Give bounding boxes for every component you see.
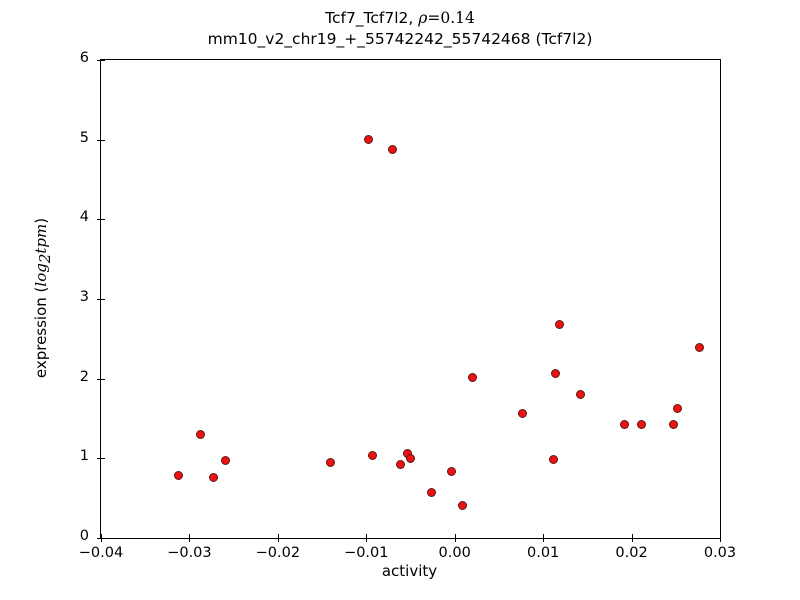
y-axis-tick-label: 2 [79, 368, 89, 385]
x-axis-tick-inner [631, 534, 633, 538]
y-axis-tick-label: 1 [79, 448, 89, 465]
x-axis-tick-inner [543, 534, 545, 538]
y-axis-tick-inner [101, 139, 105, 141]
x-axis-tick [720, 538, 721, 542]
y-axis-label-math-base: log [32, 263, 50, 287]
chart-title-line-2: mm10_v2_chr19_+_55742242_55742468 (Tcf7l… [207, 30, 593, 48]
data-point [221, 456, 231, 466]
y-axis-label-math-sub: 2 [36, 253, 55, 264]
x-axis-label: activity [381, 562, 438, 580]
y-axis-tick-inner [101, 378, 105, 380]
x-axis-tick-label: 0.00 [438, 545, 471, 561]
y-axis-tick [97, 299, 101, 300]
data-plot-area [101, 60, 720, 538]
data-point [208, 472, 218, 482]
y-axis-tick-label: 0 [79, 528, 89, 544]
data-point [174, 470, 184, 480]
y-axis-tick-inner [101, 299, 105, 300]
data-point [575, 390, 585, 400]
x-axis-tick-inner [720, 534, 721, 538]
x-axis-tick-inner [366, 534, 368, 538]
data-point [467, 373, 477, 383]
x-axis-tick-label: −0.03 [167, 545, 212, 561]
data-point [388, 144, 398, 154]
y-axis-tick-inner [101, 538, 105, 539]
data-point [673, 404, 683, 414]
data-point [458, 500, 468, 510]
x-axis-tick [101, 538, 102, 542]
data-point [195, 429, 205, 439]
data-point [396, 460, 406, 470]
x-axis-tick [543, 538, 545, 542]
data-point [518, 409, 528, 419]
x-axis-tick [366, 538, 368, 542]
y-axis-tick [97, 458, 101, 460]
y-axis-tick [97, 60, 101, 61]
x-axis-tick-inner [277, 534, 279, 538]
x-axis-tick-label: −0.04 [78, 545, 124, 561]
data-point [427, 488, 437, 498]
x-axis-tick-label: 0.02 [615, 545, 648, 561]
x-axis-tick [454, 538, 456, 542]
y-axis-tick [97, 139, 101, 141]
data-point [636, 419, 646, 429]
rho-value: =0.14 [427, 9, 475, 27]
plot-axes: −0.04 −0.03 −0.02 −0.01 0.00 0.01 0.02 0.03 0 1 2 3… [79, 50, 736, 561]
y-axis-tick [97, 538, 101, 539]
rho-symbol: ρ [418, 9, 428, 27]
x-axis-tick-label: 0.03 [703, 545, 737, 561]
y-axis-tick-label: 6 [79, 50, 89, 66]
y-axis-label: expression (log2tpm) [32, 59, 54, 537]
x-axis-tick [631, 538, 633, 542]
data-point [695, 343, 705, 353]
y-axis-tick-label: 5 [79, 129, 89, 146]
data-point [367, 451, 377, 461]
x-axis-tick-label: 0.01 [526, 545, 560, 561]
x-axis-tick-label: −0.01 [344, 545, 389, 561]
data-point [326, 457, 336, 467]
y-axis-tick [97, 378, 101, 380]
data-point [406, 453, 415, 463]
data-point [668, 419, 678, 429]
y-axis-tick-inner [101, 60, 105, 61]
x-axis-tick-label: −0.02 [255, 545, 301, 561]
data-point [446, 467, 456, 477]
y-axis-tick-label: 4 [79, 209, 89, 226]
chart-title-line-1: Tcf7_Tcf7l2, ρ=0.14 [0, 8, 800, 29]
x-axis-tick [277, 538, 279, 542]
y-axis-tick [97, 219, 101, 221]
chart-title: Tcf7_Tcf7l2, ρ=0.14 mm10_v2_chr19_+_5574… [0, 8, 800, 50]
x-axis-tick-inner [454, 534, 456, 538]
title-gene-pair: Tcf7_Tcf7l2, [325, 9, 419, 27]
data-point [619, 420, 629, 430]
y-axis-label-suffix: ) [32, 217, 50, 224]
data-point [364, 135, 374, 145]
y-axis-tick-inner [101, 458, 105, 460]
y-axis-label-math-tail: tpm [32, 223, 50, 254]
data-point [549, 454, 559, 464]
data-point [551, 368, 561, 378]
data-point [554, 319, 564, 329]
y-axis-tick-inner [101, 219, 105, 221]
x-axis-tick-inner [189, 534, 191, 538]
x-axis-tick [189, 538, 191, 542]
y-axis-label-prefix: expression ( [32, 286, 50, 379]
y-axis-tick-label: 3 [79, 289, 89, 305]
x-axis-tick-inner [101, 534, 102, 538]
